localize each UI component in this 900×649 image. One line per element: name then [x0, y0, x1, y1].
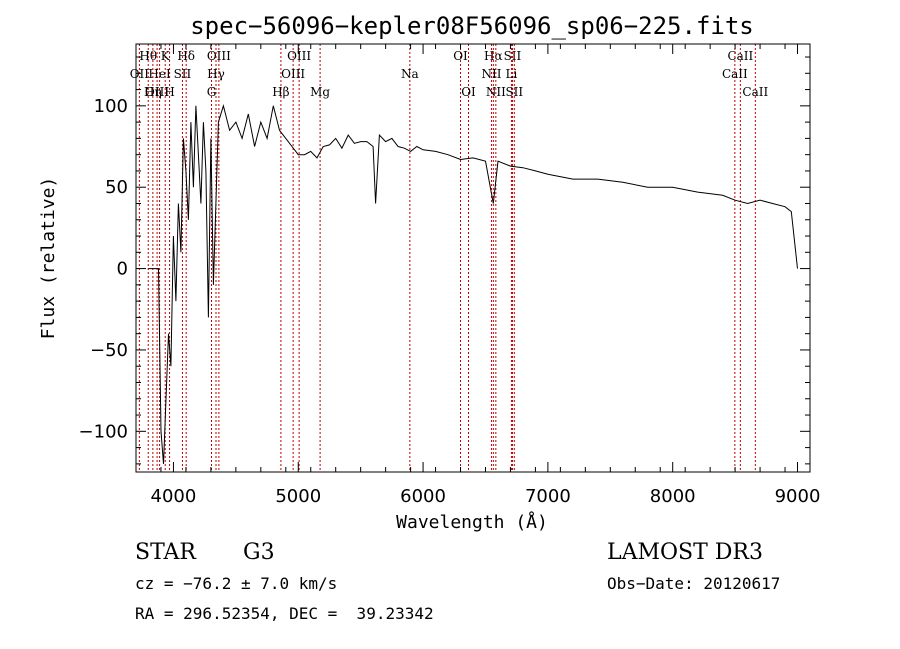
- line-label-15: Mg: [310, 85, 330, 99]
- plot-frame: [135, 43, 811, 473]
- line-label-13: OIII: [281, 67, 305, 81]
- x-tick-label: 5000: [275, 486, 321, 507]
- line-label-10: Hγ: [207, 67, 225, 81]
- object-subclass: G3: [243, 540, 275, 565]
- line-label-14: Hβ: [272, 85, 289, 99]
- axis-ticks: 4000 5000 6000 7000 8000 9000 −100 −50 0 50 100: [79, 44, 821, 507]
- line-label-0: Hθ: [139, 49, 157, 63]
- line-label-27: CaII: [742, 85, 768, 99]
- line-label-5: Hη: [144, 85, 162, 99]
- obs-date: Obs−Date: 20120617: [607, 574, 781, 593]
- y-tick-label: −100: [79, 421, 128, 442]
- chart-title: spec−56096−kepler08F56096_sp06−225.fits: [190, 12, 754, 40]
- line-label-20: SII: [504, 49, 522, 63]
- x-tick-label: 9000: [775, 486, 821, 507]
- x-tick-label: 7000: [525, 486, 571, 507]
- object-class: STAR: [135, 540, 196, 565]
- series-0: [148, 103, 798, 464]
- coordinates: RA = 296.52354, DEC = 39.23342: [135, 604, 434, 623]
- x-tick-label: 4000: [151, 486, 197, 507]
- redshift-cz: cz = −76.2 ± 7.0 km/s: [135, 574, 338, 593]
- line-label-6: H: [164, 85, 174, 99]
- line-label-3: K: [161, 49, 171, 63]
- line-label-12: OIII: [287, 49, 311, 63]
- line-label-11: G: [207, 85, 217, 99]
- y-tick-label: 100: [94, 96, 128, 117]
- line-label-26: CaII: [722, 67, 748, 81]
- x-tick-label: 8000: [650, 486, 696, 507]
- survey-name: LAMOST DR3: [607, 540, 763, 565]
- x-axis-label: Wavelength (Å): [396, 511, 548, 533]
- line-label-18: OI: [461, 85, 476, 99]
- line-label-16: Na: [401, 67, 419, 81]
- line-label-23: NII: [486, 85, 506, 99]
- line-label-1: OII: [130, 67, 150, 81]
- y-tick-label: 0: [117, 259, 128, 280]
- y-tick-label: −50: [90, 340, 128, 361]
- line-label-9: OIII: [207, 49, 231, 63]
- y-tick-label: 50: [105, 177, 128, 198]
- line-label-2: OIII: [145, 85, 169, 99]
- line-label-7: SII: [174, 67, 192, 81]
- x-tick-label: 6000: [400, 486, 446, 507]
- y-axis-label: Flux (relative): [38, 177, 59, 340]
- line-label-21: NII: [481, 67, 501, 81]
- series-layer: [148, 103, 798, 464]
- line-label-25: CaII: [727, 49, 753, 63]
- line-label-22: Li: [506, 67, 518, 81]
- line-label-19: Hα: [484, 49, 503, 63]
- line-label-8: Hδ: [177, 49, 195, 63]
- line-label-17: OI: [453, 49, 468, 63]
- line-label-4: HeI: [148, 67, 171, 81]
- line-label-24: SII: [505, 85, 523, 99]
